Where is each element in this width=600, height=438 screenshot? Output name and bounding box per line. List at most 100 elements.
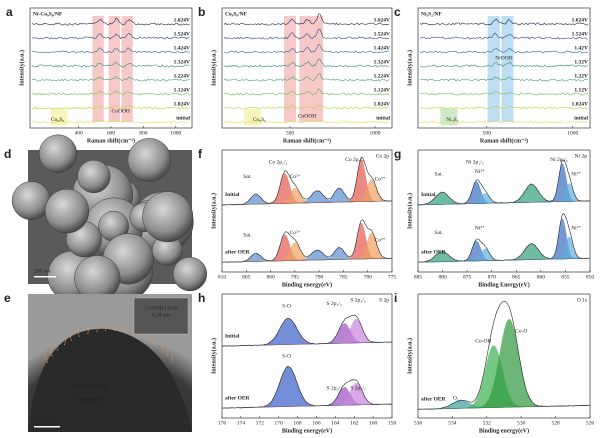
spectrum-trace — [31, 90, 190, 96]
annotation: S 2p₃/₂ — [350, 297, 365, 303]
annotation: Ni³⁺ — [475, 168, 485, 175]
background — [417, 405, 591, 410]
panel-letter: f — [198, 147, 203, 161]
annotation: O₁ — [453, 395, 459, 401]
panel: g Intensity(a.u.) Binding Energy(eV) 885 880… — [394, 147, 594, 288]
spectrum-trace — [420, 76, 589, 82]
annotation: NiOOH — [495, 56, 512, 62]
highlight-band — [299, 16, 312, 122]
trace-label: 1.22V — [574, 73, 588, 79]
background — [221, 341, 393, 347]
microsphere — [38, 134, 78, 173]
plot-frame — [221, 149, 393, 273]
x-tick-label: 532 — [483, 420, 492, 426]
x-tick-label: 534 — [448, 420, 457, 426]
spectrum-trace — [31, 61, 190, 68]
panel-title: Ni-Co₉S₈/NF — [33, 11, 63, 17]
spectrum-trace — [223, 58, 390, 68]
annotation: Co 2p₁/₂ — [269, 159, 288, 165]
spectrum-trace — [31, 17, 190, 26]
spectrum-trace — [419, 18, 589, 26]
scale-label: 200 nm — [34, 268, 51, 274]
trace-label: after OER — [421, 397, 447, 403]
lattice-mark — [161, 342, 165, 351]
lattice-mark — [140, 328, 145, 338]
spectrum-trace — [223, 73, 390, 82]
panel-title: S 2p — [379, 297, 389, 303]
trace-label: 1.324V — [374, 59, 390, 65]
envelope — [221, 156, 393, 206]
annotation: Ni 2p₃/₂ — [550, 157, 568, 163]
panel: a Intensity(a.u.) Raman shift(cm⁻¹) 400 600 8… — [6, 5, 193, 144]
panel: f Intensity(a.u.) Binding energy(eV) 810 805… — [198, 147, 396, 288]
x-tick-label: 536 — [414, 420, 423, 426]
x-tick-label: 785 — [339, 274, 348, 280]
x-axis-label: Raman shift(cm⁻¹) — [480, 137, 528, 144]
y-axis-label: Intensity(a.u.) — [210, 50, 217, 86]
x-tick-label: 780 — [364, 274, 373, 280]
x-tick-label: 176 — [218, 420, 227, 426]
annotation: Sat. — [434, 172, 443, 178]
spectrum-trace — [419, 119, 589, 124]
annotation: Co-OH — [475, 338, 491, 344]
x-tick-label: 800 — [266, 274, 275, 280]
scale-bar — [34, 276, 56, 278]
lattice-mark — [76, 328, 80, 337]
spectrum-trace — [223, 88, 390, 96]
x-tick-label: 870 — [488, 274, 497, 280]
scale-bar — [34, 426, 60, 428]
y-axis-label: Intensity(a.u.) — [210, 338, 217, 374]
trace-label: 1.124V — [174, 87, 190, 93]
x-tick-label: 168 — [293, 420, 302, 426]
trace-label: 1.624V — [174, 17, 190, 23]
annotation: Co²⁺ — [290, 229, 301, 236]
plot-frame — [417, 7, 591, 129]
trace-label: after OER — [225, 395, 251, 401]
microsphere — [77, 159, 111, 194]
trace-label: after OER — [421, 250, 447, 256]
trace-label: 1.024V — [374, 101, 390, 107]
trace-label: 1.024V — [174, 101, 190, 107]
trace-label: 1.024V — [572, 101, 588, 107]
annotation: Co-O — [515, 328, 527, 334]
x-tick-label: 158 — [388, 420, 397, 426]
x-tick-label: 166 — [312, 420, 321, 426]
panel-title: Co 2p — [376, 153, 390, 159]
trace-label: initial — [176, 115, 190, 121]
annotation: S 2p₃/₂ — [350, 386, 365, 392]
trace-label: 1.524V — [374, 31, 390, 37]
lattice-mark — [54, 342, 59, 351]
x-axis-label: Binding energy(eV) — [479, 427, 529, 434]
x-tick-label: 865 — [512, 274, 521, 280]
x-axis-label: Binding energy(eV) — [282, 281, 332, 288]
envelope — [221, 314, 393, 347]
panel-title: Ni₃S₂/NF — [421, 11, 442, 17]
x-tick-label: 500 — [286, 130, 295, 136]
envelope — [221, 219, 393, 263]
trace-label: 1.32V — [574, 59, 588, 65]
microsphere — [172, 256, 208, 292]
spectrum-trace — [419, 32, 588, 40]
panel: b Intensity(a.u.) Raman shift(cm⁻¹)500 1000… — [198, 5, 393, 144]
x-axis-label: Raman shift(cm⁻¹) — [87, 137, 135, 144]
x-tick-label: 800 — [139, 130, 148, 136]
panel-letter: d — [4, 147, 11, 161]
spectrum-trace — [419, 61, 589, 68]
annotation: Co₉S₈ — [51, 117, 64, 123]
annotation: Ni²⁺ — [571, 224, 581, 231]
x-tick-label: 160 — [369, 420, 378, 426]
annotation: Co₉S₈ — [253, 117, 266, 123]
lattice-mark — [49, 348, 53, 357]
highlight-band — [284, 16, 296, 122]
panel-letter: i — [394, 291, 397, 305]
y-axis-label: Intensity(a.u.) — [406, 193, 413, 229]
scale-label: 50 nm — [36, 418, 51, 424]
trace-label: 1.424V — [174, 45, 190, 51]
annotation: Co²⁺ — [290, 173, 301, 180]
highlight-band — [311, 16, 324, 122]
plot-frame — [417, 149, 591, 273]
panel: c Intensity(a.u.) Raman shift(cm⁻¹)500 1000… — [394, 5, 591, 144]
y-axis-label: Intensity(a.u.) — [406, 338, 413, 374]
background — [417, 200, 591, 206]
